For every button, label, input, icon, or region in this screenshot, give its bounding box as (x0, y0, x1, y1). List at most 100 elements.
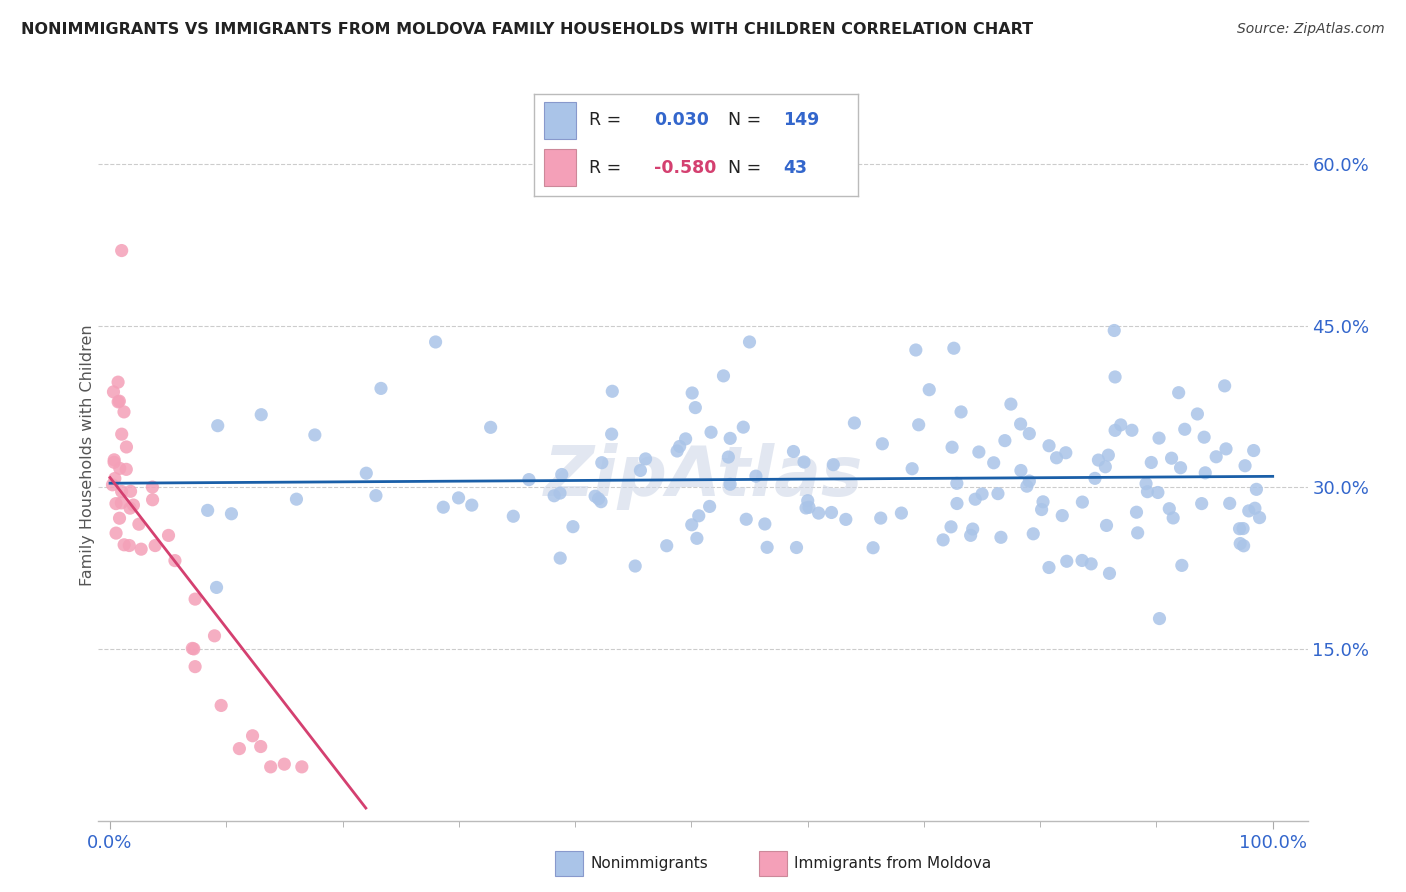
Point (370, 381, 392, 395)
Point (907, 417, 929, 432)
Point (634, 451, 657, 466)
Point (688, 508, 710, 523)
Point (285, 492, 308, 507)
Point (111, 484, 134, 499)
Point (101, 477, 124, 491)
Point (668, 439, 690, 453)
Point (1243, 443, 1265, 458)
Point (304, 428, 326, 442)
Point (939, 520, 962, 534)
Point (517, 473, 540, 487)
Text: ZipAtlas: ZipAtlas (543, 443, 863, 510)
Point (1249, 510, 1271, 524)
Point (1038, 439, 1060, 453)
Point (1232, 522, 1254, 536)
Point (918, 383, 941, 397)
Point (718, 477, 741, 491)
Point (118, 539, 141, 553)
Point (796, 493, 818, 508)
Point (112, 538, 135, 552)
Point (675, 432, 697, 446)
Point (1104, 423, 1126, 437)
Point (128, 517, 150, 532)
Point (681, 517, 703, 532)
Point (990, 530, 1012, 544)
Point (1104, 370, 1126, 384)
Point (823, 458, 845, 472)
Point (1084, 471, 1107, 485)
Point (869, 511, 891, 525)
Point (983, 456, 1005, 470)
Point (1234, 458, 1257, 473)
Point (835, 512, 858, 526)
Point (713, 368, 735, 383)
Text: 149: 149 (783, 112, 820, 129)
Point (1135, 476, 1157, 491)
Point (794, 500, 817, 515)
Point (1205, 450, 1227, 464)
Point (1015, 479, 1038, 493)
Point (250, 408, 273, 422)
Text: 43: 43 (783, 159, 807, 177)
Point (543, 489, 565, 503)
Point (561, 519, 583, 533)
Point (591, 456, 613, 470)
Point (782, 444, 804, 458)
Point (551, 467, 574, 482)
Point (901, 461, 924, 475)
Point (1229, 536, 1251, 550)
Point (946, 476, 969, 491)
Point (425, 334, 447, 349)
Point (260, 760, 283, 774)
Point (1170, 460, 1192, 475)
Point (972, 487, 994, 501)
Point (786, 541, 808, 555)
Point (356, 467, 378, 481)
Point (108, 394, 131, 409)
Point (1071, 495, 1094, 509)
Point (1187, 407, 1209, 421)
Point (108, 461, 131, 475)
Point (273, 757, 295, 772)
Point (111, 427, 134, 442)
Point (844, 416, 866, 430)
Point (959, 528, 981, 542)
Point (204, 629, 226, 643)
Point (1054, 446, 1077, 460)
Point (432, 500, 454, 515)
Point (184, 592, 207, 607)
Point (942, 341, 965, 355)
Point (157, 528, 180, 542)
Point (807, 506, 830, 520)
Text: R =: R = (589, 159, 621, 177)
Point (141, 480, 163, 494)
Point (1191, 497, 1213, 511)
Point (1219, 496, 1241, 510)
Point (1071, 553, 1094, 567)
Point (120, 501, 142, 516)
Point (797, 500, 820, 515)
Point (1174, 422, 1197, 436)
Point (686, 532, 709, 546)
Point (1213, 379, 1236, 393)
Point (1052, 508, 1074, 523)
Point (932, 533, 955, 547)
Point (681, 386, 703, 401)
Point (1018, 474, 1040, 488)
Bar (544, 102, 576, 139)
Point (1229, 522, 1251, 536)
Point (105, 526, 128, 541)
Point (115, 440, 138, 454)
Point (461, 498, 484, 512)
Text: R =: R = (589, 112, 621, 129)
Point (600, 384, 623, 399)
Text: Source: ZipAtlas.com: Source: ZipAtlas.com (1237, 22, 1385, 37)
Point (1246, 483, 1268, 497)
Point (1215, 442, 1237, 456)
Point (104, 471, 127, 485)
Point (1010, 417, 1032, 431)
Point (950, 405, 973, 419)
Point (628, 463, 651, 477)
Point (700, 425, 723, 440)
Point (1126, 525, 1149, 540)
